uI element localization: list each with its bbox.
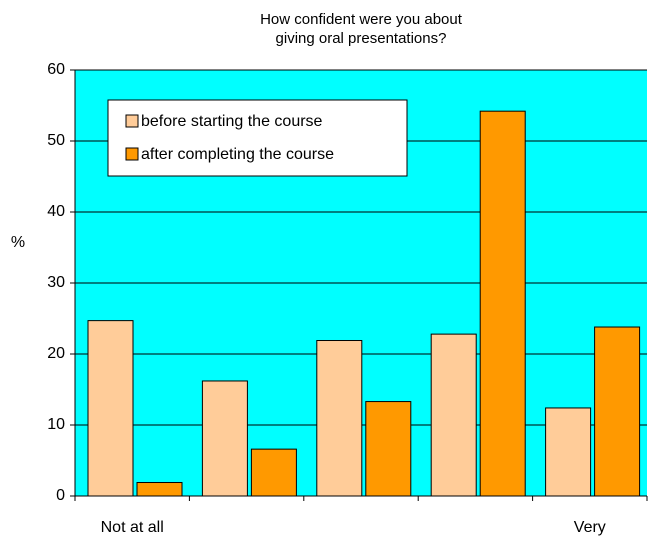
bar <box>316 340 363 497</box>
legend-box <box>107 99 408 177</box>
bar <box>250 448 297 497</box>
y-axis-label: % <box>11 234 25 251</box>
y-tick-label: 20 <box>47 345 65 362</box>
legend: before starting the course after completi… <box>107 99 408 177</box>
bar <box>545 407 592 497</box>
legend-label: after completing the course <box>141 146 334 163</box>
y-tick-label: 10 <box>47 416 65 433</box>
bar <box>87 320 134 497</box>
y-tick-label: 60 <box>47 61 65 78</box>
bar <box>479 110 526 497</box>
bar <box>594 326 641 497</box>
x-tick-label: Not at all <box>101 519 164 536</box>
x-tick-label: Very <box>574 519 606 536</box>
bar <box>201 380 248 497</box>
y-tick-label: 0 <box>56 487 65 504</box>
bar <box>136 482 183 497</box>
chart-title: How confident were you about giving oral… <box>260 11 462 47</box>
legend-swatch <box>125 114 139 128</box>
legend-swatch <box>125 147 139 161</box>
y-tick-label: 40 <box>47 203 65 220</box>
bar <box>365 401 412 497</box>
y-tick-label: 30 <box>47 274 65 291</box>
y-tick-label: 50 <box>47 132 65 149</box>
legend-label: before starting the course <box>141 113 323 130</box>
bar <box>430 333 477 497</box>
